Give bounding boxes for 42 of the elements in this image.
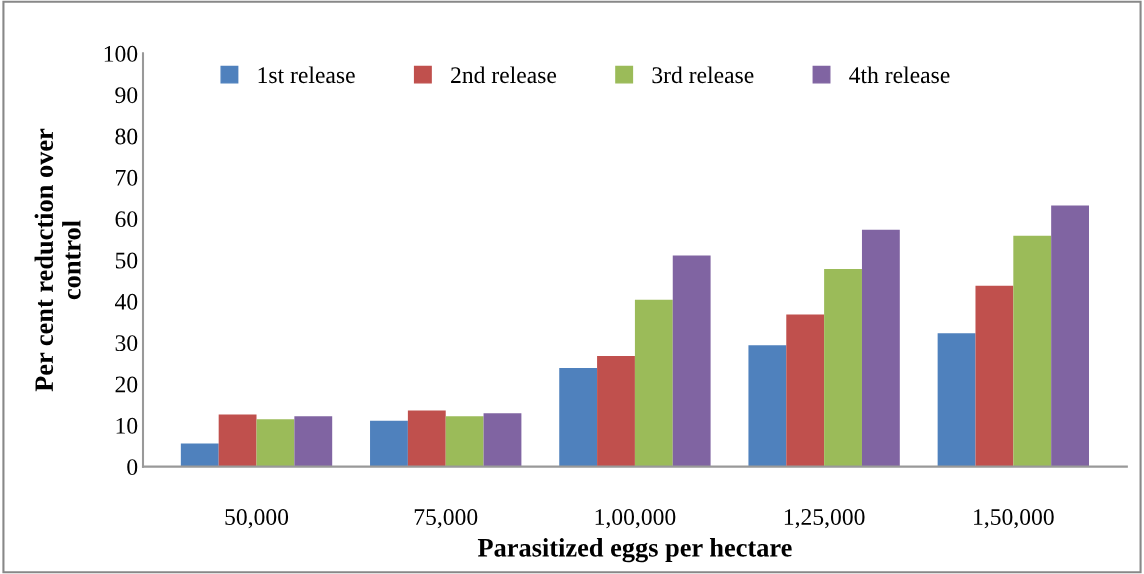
x-tick-label: 50,000 (225, 509, 289, 529)
bar (218, 414, 257, 467)
x-tick-label: 1,50,000 (974, 509, 1054, 529)
y-tick-label: 90 (115, 87, 138, 104)
y-tick-label: 10 (116, 417, 138, 434)
bar (294, 416, 333, 467)
bar (748, 345, 787, 467)
bar (559, 367, 598, 467)
bar (370, 420, 408, 467)
bar (975, 285, 1014, 467)
y-tick-label: 40 (114, 293, 138, 310)
y-axis-title: Per cent reduction over control (34, 128, 81, 392)
bar (1013, 235, 1052, 467)
bar (937, 333, 976, 467)
bar (256, 419, 295, 467)
y-tick-label: 60 (115, 211, 138, 228)
y-tick-label: 30 (115, 335, 138, 352)
y-tick-label: 100 (104, 45, 138, 62)
x-axis-title: Parasitized eggs per hectare (477, 538, 792, 563)
y-tick-label: 70 (116, 169, 138, 186)
bar (634, 299, 673, 467)
legend-label: 3rd release (652, 66, 754, 84)
bar (483, 413, 522, 467)
bar (445, 416, 484, 467)
x-tick-label: 75,000 (414, 509, 478, 529)
y-tick-label: 50 (115, 252, 138, 269)
legend-label: 4th release (849, 66, 950, 84)
bar (180, 443, 219, 467)
legend-label: 1st release (258, 66, 355, 84)
y-tick-label: 80 (115, 128, 138, 145)
bar (824, 269, 862, 467)
y-tick-label: 0 (127, 459, 138, 476)
bar (672, 255, 711, 467)
bar (1051, 205, 1089, 467)
y-tick-label: 20 (115, 376, 138, 393)
x-tick-label: 1,00,000 (595, 509, 676, 529)
legend-label: 2nd release (451, 66, 557, 84)
bar (407, 410, 446, 467)
bar (786, 314, 825, 467)
x-tick-label: 1,25,000 (784, 509, 865, 529)
bar (597, 355, 635, 467)
bar (861, 229, 900, 467)
